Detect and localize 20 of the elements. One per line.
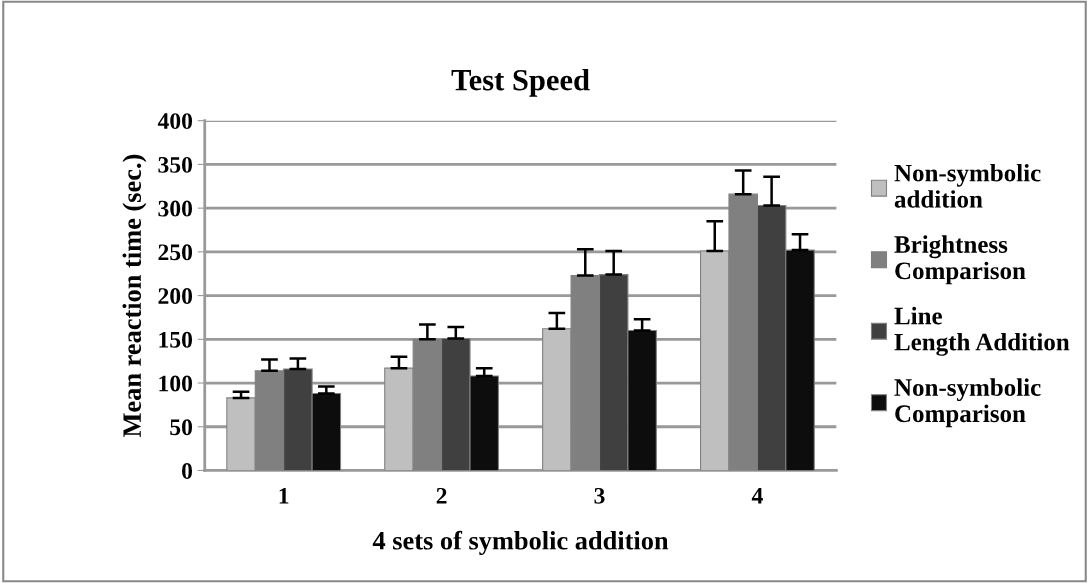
y-tick-label: 250 [158, 244, 193, 261]
y-tick-label: 100 [159, 375, 193, 392]
x-tick-label: 4 [751, 487, 763, 504]
chart-title: Test Speed [451, 68, 590, 97]
y-tick-label: 400 [157, 113, 193, 130]
y-tick-label: 300 [158, 200, 193, 217]
y-tick-label: 50 [170, 419, 193, 436]
legend-label: Non-symbolic Comparison [894, 378, 1041, 428]
y-axis-title: Mean reaction time (sec.) [122, 154, 147, 438]
legend-label: Non-symbolic addition [894, 163, 1041, 208]
y-tick-label: 200 [158, 288, 193, 305]
x-tick-label: 3 [594, 487, 605, 504]
y-tick-label: 350 [158, 156, 193, 173]
legend-label: Line Length Addition [894, 306, 1070, 356]
legend-label: Brightness Comparison [894, 235, 1026, 285]
x-axis-title: 4 sets of symbolic addition [372, 530, 669, 556]
y-tick-label: 150 [159, 331, 193, 348]
x-tick-label: 2 [436, 487, 447, 504]
y-tick-label: 0 [182, 462, 193, 479]
x-tick-label: 1 [279, 487, 289, 504]
